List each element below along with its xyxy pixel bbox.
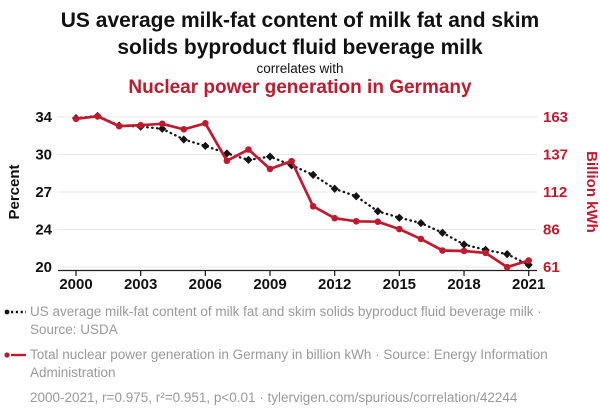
x-axis-tick-label: 2018 (447, 276, 480, 293)
nuclear-series-point (460, 247, 468, 255)
left-axis-tick-label: 27 (35, 184, 52, 201)
x-axis-tick-label: 2021 (512, 276, 545, 293)
nuclear-series-point (309, 202, 317, 210)
left-axis-tick-label: 30 (35, 147, 52, 164)
nuclear-series-point (331, 214, 338, 222)
x-axis-tick-label: 2015 (383, 276, 416, 293)
nuclear-series-point (94, 112, 101, 120)
milk-series-point (373, 207, 382, 216)
dotted-line-marker-icon (4, 309, 26, 315)
right-axis-tick-label: 86 (543, 222, 560, 239)
legend-entry-nuclear: Total nuclear power generation in German… (4, 346, 594, 382)
milk-series-point (503, 250, 512, 259)
nuclear-series-point (115, 122, 123, 130)
left-axis-tick-label: 24 (35, 222, 52, 239)
left-axis-tick-label: 34 (35, 109, 52, 126)
page-title: US average milk-fat content of milk fat … (60, 9, 540, 60)
nuclear-series-point (72, 115, 80, 123)
x-axis-tick-label: 2000 (59, 276, 92, 293)
milk-series-line (74, 114, 530, 267)
milk-series-point (395, 213, 404, 222)
milk-series-point (179, 135, 188, 144)
nuclear-series-point (503, 263, 511, 271)
milk-series-point (352, 192, 361, 201)
chart-subtitle: Nuclear power generation in Germany (128, 77, 472, 98)
right-axis-tick-label: 137 (543, 147, 568, 164)
left-axis-tick-label: 20 (35, 259, 52, 276)
left-axis-title: Percent (6, 164, 23, 219)
correlation-chart: 34 163 30 137 27 112 24 86 20 61 2000 2003 2006 2009 2… (6, 109, 600, 293)
nuclear-series-point (180, 126, 188, 133)
milk-series-point (330, 184, 339, 193)
legend-label-milk: US average milk-fat content of milk fat … (30, 304, 542, 337)
nuclear-series-point (137, 121, 144, 129)
right-axis-tick-label: 112 (543, 184, 567, 201)
nuclear-series-point (266, 165, 274, 173)
x-axis-tick-label: 2012 (318, 276, 351, 293)
milk-series-point (416, 218, 426, 228)
nuclear-series-point (482, 249, 489, 257)
nuclear-series-point (158, 120, 166, 128)
legend-label-nuclear: Total nuclear power generation in German… (30, 347, 548, 380)
nuclear-series-point (288, 157, 295, 165)
legend-entry-milk: US average milk-fat content of milk fat … (4, 303, 594, 339)
milk-series-point (524, 260, 533, 269)
right-axis-tick-label: 163 (543, 109, 568, 126)
milk-series-point (309, 170, 318, 179)
nuclear-series-point (352, 217, 360, 225)
nuclear-series-point (223, 157, 231, 165)
milk-series-point (265, 152, 275, 161)
nuclear-series-point (202, 120, 209, 127)
nuclear-series-point (245, 146, 252, 153)
milk-series-point (201, 141, 210, 151)
right-axis-title: Billion kWh (583, 151, 600, 233)
nuclear-series-point (417, 235, 425, 243)
chart-legend: US average milk-fat content of milk fat … (0, 303, 600, 407)
nuclear-series-point (439, 247, 446, 254)
x-axis-tick-label: 2003 (124, 276, 157, 293)
milk-series-point (158, 124, 167, 133)
correlates-with-label: correlates with (256, 61, 344, 76)
nuclear-series-line (75, 114, 530, 269)
milk-series-point (244, 155, 253, 164)
milk-series-point (459, 240, 469, 249)
stats-and-source-line: 2000-2021, r=0.975, r²=0.951, p<0.01 · t… (30, 390, 518, 405)
nuclear-series-point (525, 257, 532, 264)
x-axis-tick-label: 2009 (253, 276, 286, 293)
nuclear-series-point (396, 225, 403, 233)
x-axis-tick-label: 2006 (189, 276, 222, 293)
right-axis-tick-label: 61 (543, 259, 560, 276)
solid-line-marker-icon (4, 352, 26, 358)
nuclear-series-point (374, 218, 382, 226)
milk-series-point (438, 228, 447, 237)
